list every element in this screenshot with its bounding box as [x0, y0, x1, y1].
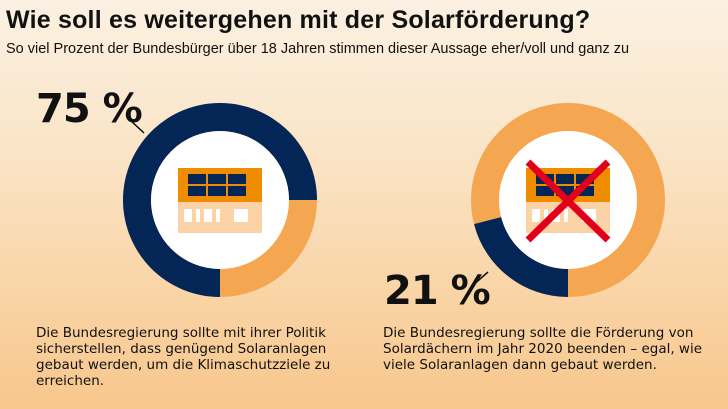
statement-2: Die Bundesregierung sollte die Förderung… [383, 325, 703, 373]
percent-label-2: 21 % [384, 268, 491, 314]
solar-panel-1 [228, 174, 246, 184]
window-2 [544, 209, 548, 222]
leader-line-1 [129, 119, 145, 134]
solar-panel-2 [576, 174, 594, 184]
statement-1: Die Bundesregierung sollte mit ihrer Pol… [36, 325, 331, 389]
solar-panel-1 [228, 186, 246, 196]
chart-subtitle: So viel Prozent der Bundesbürger über 18… [6, 41, 630, 57]
donut-segment-agree-2 [474, 217, 568, 297]
window-1 [216, 209, 220, 222]
chart-title: Wie soll es weitergehen mit der Solarför… [6, 6, 591, 34]
window-1 [234, 209, 248, 222]
percent-label-1: 75 % [36, 86, 143, 132]
solar-panel-1 [188, 186, 206, 196]
leader-line-2 [471, 271, 489, 287]
window-2 [532, 209, 540, 222]
window-1 [196, 209, 200, 222]
solar-panel-2 [556, 174, 574, 184]
solar-panel-2 [536, 186, 554, 196]
cross-icon [525, 159, 611, 243]
solar-panel-1 [188, 174, 206, 184]
window-2 [564, 209, 568, 222]
window-1 [204, 209, 212, 222]
solar-panel-2 [576, 186, 594, 196]
solar-panel-1 [208, 186, 226, 196]
window-1 [184, 209, 192, 222]
solar-panel-2 [556, 186, 574, 196]
roof-1 [178, 168, 262, 202]
solar-panel-1 [208, 174, 226, 184]
